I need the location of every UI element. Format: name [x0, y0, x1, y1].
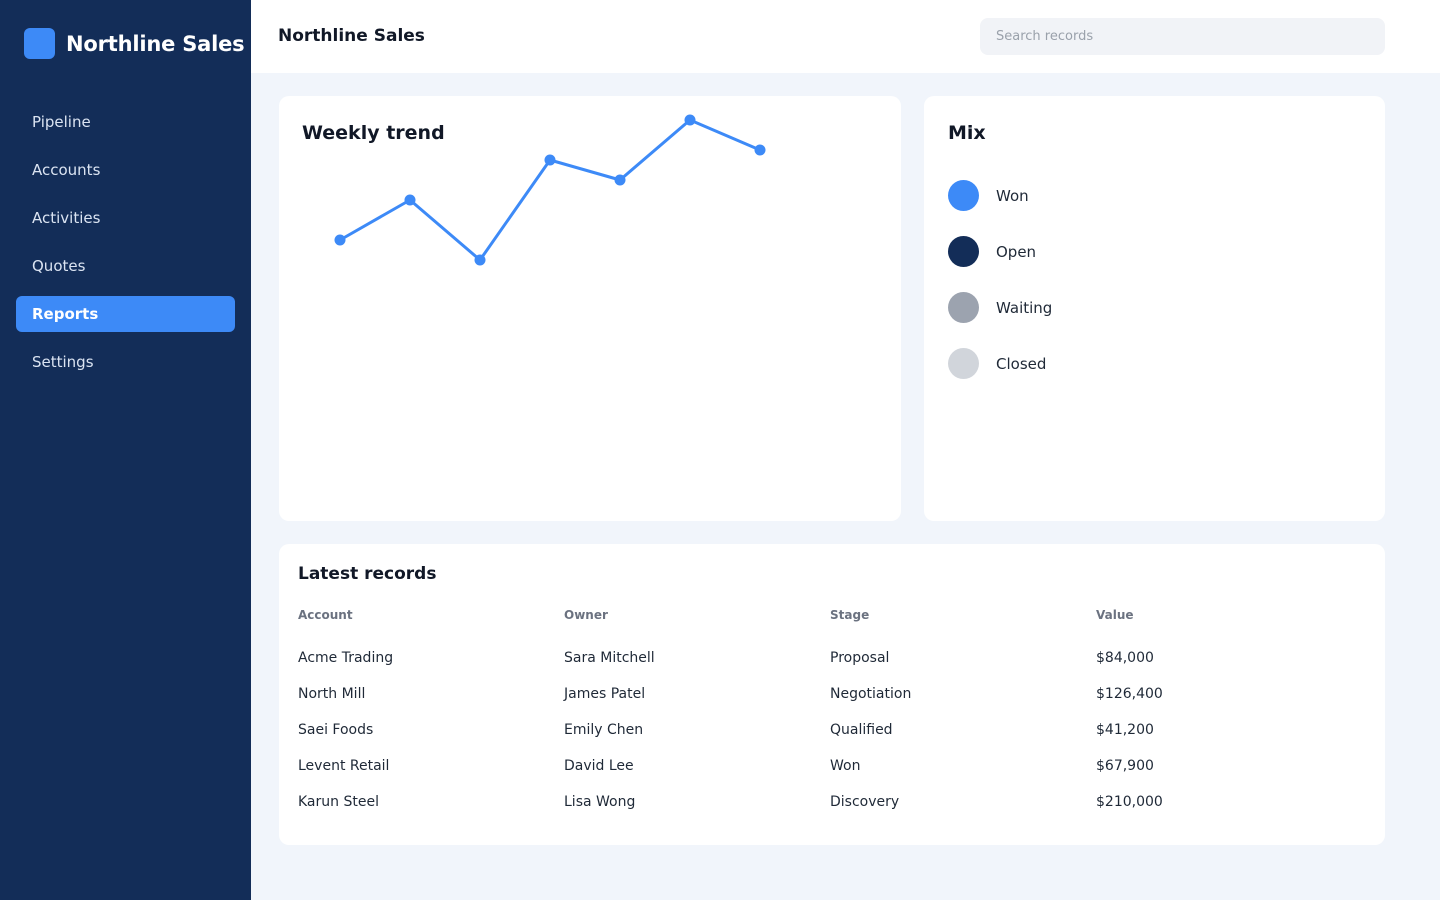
mix-label-won: Won [996, 186, 1029, 205]
records-table: Account Owner Stage Value Acme Trading S… [298, 604, 1362, 820]
trend-point[interactable] [614, 174, 626, 186]
cell-owner: Emily Chen [564, 722, 644, 738]
trend-point[interactable] [404, 194, 416, 206]
cell-account: Levent Retail [298, 758, 390, 774]
cell-value: $67,900 [1096, 758, 1154, 774]
trend-point[interactable] [754, 144, 766, 156]
cell-account: Karun Steel [298, 794, 379, 810]
mix-dot-won [948, 180, 979, 211]
trend-point[interactable] [474, 254, 486, 266]
sidebar-item-accounts[interactable]: Accounts [32, 161, 101, 179]
top-bar: Northline Sales [251, 0, 1440, 73]
cell-owner: Sara Mitchell [564, 650, 655, 666]
page-title: Northline Sales [278, 26, 425, 46]
mix-legend: Won Open Waiting Closed [948, 180, 1052, 404]
table-header: Account Owner Stage Value [298, 604, 1362, 626]
cell-stage: Negotiation [830, 686, 912, 702]
table-row[interactable]: Saei Foods Emily Chen Qualified $41,200 [298, 712, 1362, 748]
cell-stage: Discovery [830, 794, 900, 810]
trend-point[interactable] [334, 234, 346, 246]
column-header-stage[interactable]: Stage [830, 608, 870, 622]
cell-stage: Qualified [830, 722, 893, 738]
mix-label-open: Open [996, 242, 1037, 261]
brand-logo-icon [24, 28, 55, 59]
table-row[interactable]: Acme Trading Sara Mitchell Proposal $84,… [298, 640, 1362, 676]
mix-item-won: Won [948, 180, 1052, 211]
latest-records-title: Latest records [298, 564, 437, 584]
cell-owner: James Patel [564, 686, 646, 702]
mix-title: Mix [948, 122, 986, 144]
cell-account: North Mill [298, 686, 366, 702]
sidebar-item-activities[interactable]: Activities [32, 209, 101, 227]
cell-owner: Lisa Wong [564, 794, 636, 810]
table-body: Acme Trading Sara Mitchell Proposal $84,… [298, 640, 1362, 820]
cell-owner: David Lee [564, 758, 634, 774]
mix-item-closed: Closed [948, 348, 1052, 379]
sidebar-item-quotes[interactable]: Quotes [32, 257, 86, 275]
search-input[interactable] [980, 18, 1385, 55]
brand-name: Northline Sales [66, 31, 245, 56]
mix-item-waiting: Waiting [948, 292, 1052, 323]
cell-value: $84,000 [1096, 650, 1154, 666]
weekly-trend-title: Weekly trend [302, 122, 445, 144]
sidebar-item-settings[interactable]: Settings [32, 353, 94, 371]
column-header-owner[interactable]: Owner [564, 608, 608, 622]
trend-point[interactable] [684, 114, 696, 126]
table-row[interactable]: Karun Steel Lisa Wong Discovery $210,000 [298, 784, 1362, 820]
cell-value: $210,000 [1096, 794, 1163, 810]
cell-account: Acme Trading [298, 650, 394, 666]
brand[interactable]: Northline Sales [24, 28, 245, 59]
cell-value: $41,200 [1096, 722, 1154, 738]
mix-dot-waiting [948, 292, 979, 323]
mix-card: Mix Won Open Waiting Closed [924, 96, 1385, 521]
sidebar-item-reports[interactable]: Reports [16, 296, 235, 332]
table-row[interactable]: Levent Retail David Lee Won $67,900 [298, 748, 1362, 784]
latest-records-card: Latest records Account Owner Stage Value… [279, 544, 1385, 845]
sidebar-nav: Pipeline Accounts Activities Quotes Repo… [16, 104, 235, 392]
cell-value: $126,400 [1096, 686, 1163, 702]
column-header-value[interactable]: Value [1096, 608, 1134, 622]
sidebar: Northline Sales Pipeline Accounts Activi… [0, 0, 251, 900]
mix-item-open: Open [948, 236, 1052, 267]
trend-line [339, 118, 761, 262]
cell-stage: Won [830, 758, 861, 774]
weekly-trend-chart [334, 114, 766, 266]
mix-label-waiting: Waiting [996, 298, 1053, 317]
table-row[interactable]: North Mill James Patel Negotiation $126,… [298, 676, 1362, 712]
column-header-account[interactable]: Account [298, 608, 353, 622]
cell-stage: Proposal [830, 650, 890, 666]
mix-dot-open [948, 236, 979, 267]
mix-dot-closed [948, 348, 979, 379]
sidebar-item-pipeline[interactable]: Pipeline [32, 113, 91, 131]
cell-account: Saei Foods [298, 722, 374, 738]
trend-point[interactable] [544, 154, 556, 166]
weekly-trend-card: Weekly trend [279, 96, 901, 521]
mix-label-closed: Closed [996, 354, 1047, 373]
